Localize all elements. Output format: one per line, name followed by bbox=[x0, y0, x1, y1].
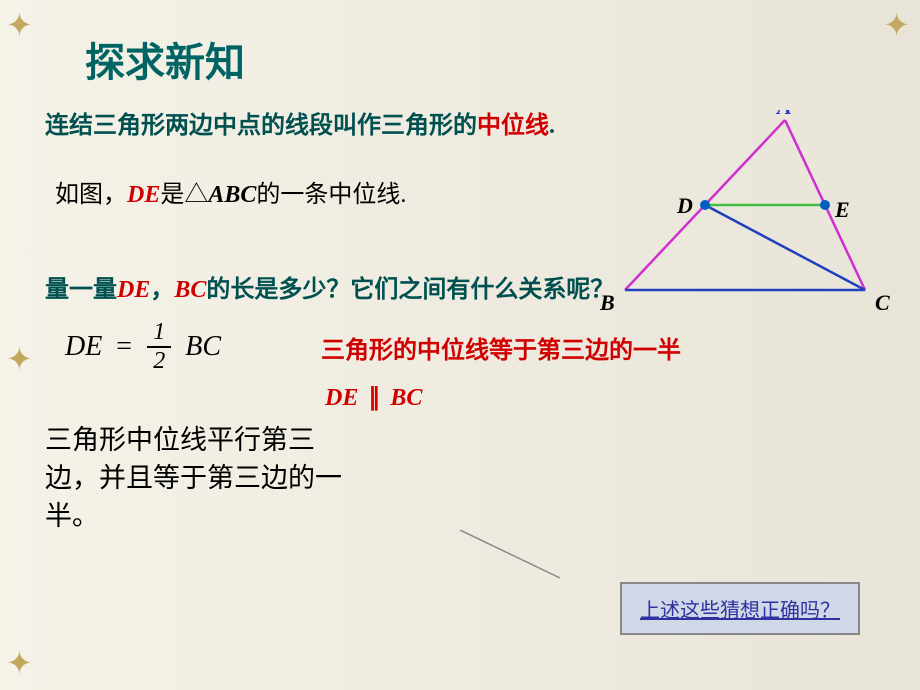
slide-title: 探求新知 bbox=[85, 30, 905, 88]
triangle-diagram: A B C D E bbox=[585, 110, 905, 320]
deco-tl: ✦ bbox=[6, 6, 33, 44]
equation: DE = 1 2 BC bbox=[65, 319, 221, 375]
defn-term: 中位线 bbox=[477, 113, 549, 139]
l2-t1: 如图， bbox=[55, 182, 127, 208]
conclusion: 三角形中位线平行第三边，并且等于第三边的一半。 bbox=[45, 422, 365, 535]
l2-tri: △ bbox=[184, 182, 208, 208]
statement-parallel: DE ∥ BC bbox=[325, 383, 905, 412]
deco-bl: ✦ bbox=[6, 644, 33, 682]
eq-lhs: DE bbox=[65, 331, 102, 363]
l2-de: DE bbox=[127, 182, 160, 208]
svg-text:C: C bbox=[875, 290, 890, 315]
s2-bc: BC bbox=[390, 385, 422, 411]
l2-t2: 是 bbox=[160, 182, 184, 208]
callout-connector bbox=[460, 530, 610, 590]
l3-t2: ， bbox=[150, 277, 174, 303]
l3-de: DE bbox=[117, 277, 150, 303]
l2-abc: ABC bbox=[208, 182, 256, 208]
l2-t3: 的一条中位线. bbox=[256, 182, 406, 208]
deco-ml: ✦ bbox=[6, 340, 33, 378]
eq-rhs: BC bbox=[185, 331, 221, 363]
svg-text:E: E bbox=[834, 197, 850, 222]
l3-t1: 量一量 bbox=[45, 277, 117, 303]
eq-num: 1 bbox=[147, 319, 171, 348]
callout-box: 上述这些猜想正确吗？ bbox=[620, 582, 860, 635]
s2-de: DE bbox=[325, 385, 358, 411]
eq-fraction: 1 2 bbox=[147, 319, 171, 375]
defn-lead: 连结三角形两边中点的线段叫作三角形的 bbox=[45, 113, 477, 139]
svg-text:B: B bbox=[599, 290, 615, 315]
eq-den: 2 bbox=[153, 348, 165, 375]
l3-t3: 的长是多少？它们之间有什么关系呢？ bbox=[206, 277, 614, 303]
svg-text:D: D bbox=[676, 193, 693, 218]
defn-end: . bbox=[549, 113, 555, 139]
eq-eq: = bbox=[114, 331, 133, 363]
l3-bc: BC bbox=[174, 277, 206, 303]
equation-row: DE = 1 2 BC 三角形的中位线等于第三边的一半 bbox=[45, 319, 905, 375]
s2-para: ∥ bbox=[368, 384, 380, 411]
svg-text:A: A bbox=[775, 110, 792, 119]
statement-half: 三角形的中位线等于第三边的一半 bbox=[321, 330, 681, 365]
